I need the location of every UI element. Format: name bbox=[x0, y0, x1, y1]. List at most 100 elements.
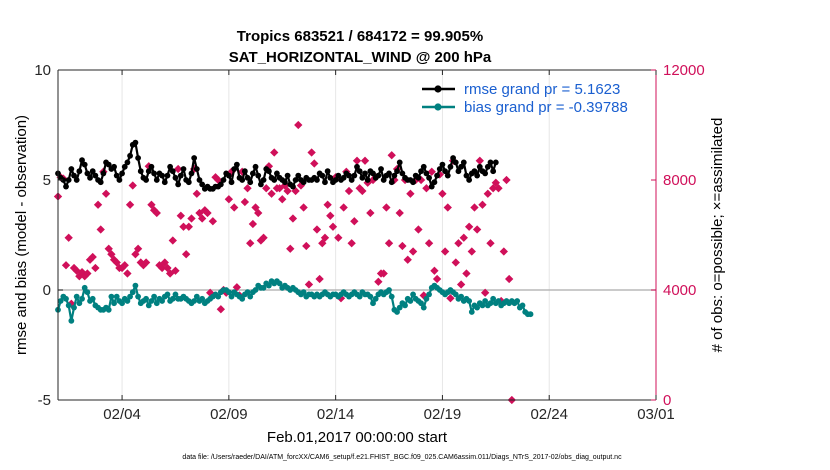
rmse-point bbox=[119, 170, 125, 177]
bias-point bbox=[239, 295, 246, 302]
rmse-point bbox=[255, 172, 262, 179]
obs-count-marker bbox=[462, 269, 471, 278]
obs-count-marker bbox=[286, 244, 295, 253]
obs-count-marker bbox=[216, 305, 226, 314]
rmse-point bbox=[63, 183, 69, 190]
obs-count-marker bbox=[248, 219, 258, 229]
rmse-point bbox=[132, 139, 139, 146]
rmse-point bbox=[332, 177, 339, 183]
obs-count-marker bbox=[494, 184, 503, 193]
rmse-point bbox=[354, 163, 360, 170]
rmse-point bbox=[490, 168, 497, 175]
bias-point bbox=[143, 295, 149, 302]
rmse-point bbox=[231, 166, 238, 172]
obs-count-marker bbox=[168, 236, 177, 245]
rmse-point bbox=[399, 170, 406, 177]
bias-point bbox=[71, 304, 77, 311]
bias-point bbox=[153, 300, 160, 307]
bias-point bbox=[113, 293, 120, 300]
bias-point bbox=[495, 298, 502, 304]
rmse-point bbox=[266, 168, 272, 175]
bias-point bbox=[420, 304, 427, 311]
obs-count-marker bbox=[398, 241, 407, 251]
obs-count-marker bbox=[358, 186, 367, 196]
bias-point bbox=[367, 293, 374, 300]
bias-point bbox=[514, 298, 521, 304]
rmse-point bbox=[252, 163, 259, 170]
bias-point bbox=[105, 306, 112, 313]
obs-count-marker bbox=[230, 203, 239, 212]
obs-count-marker bbox=[382, 203, 391, 212]
bias-point bbox=[370, 300, 376, 307]
bias-point bbox=[172, 291, 179, 298]
rmse-point bbox=[447, 163, 454, 170]
bias-point bbox=[132, 282, 139, 289]
rmse-point bbox=[484, 163, 491, 170]
x-tick-label: 02/24 bbox=[530, 406, 568, 423]
rmse-point bbox=[220, 177, 227, 183]
obs-count-marker bbox=[299, 203, 308, 212]
bias-point bbox=[199, 295, 206, 302]
rmse-point bbox=[87, 174, 93, 181]
obs-count-marker bbox=[304, 280, 314, 289]
obs-count-marker bbox=[243, 184, 252, 193]
rmse-point bbox=[65, 177, 72, 183]
y-tick-label-right: 8000 bbox=[663, 172, 696, 189]
obs-count-marker bbox=[456, 280, 466, 289]
bias-point bbox=[148, 298, 155, 304]
obs-count-marker bbox=[91, 263, 100, 273]
obs-count-marker bbox=[184, 222, 193, 231]
bias-point bbox=[63, 295, 69, 302]
obs-count-marker bbox=[427, 167, 436, 176]
obs-count-marker bbox=[254, 208, 263, 218]
rmse-point bbox=[292, 177, 299, 183]
bias-point bbox=[418, 300, 424, 307]
rmse-point bbox=[415, 174, 422, 181]
obs-count-marker bbox=[64, 233, 73, 242]
obs-count-marker bbox=[270, 148, 279, 157]
rmse-point bbox=[319, 172, 326, 179]
obs-count-marker bbox=[224, 195, 234, 204]
obs-count-marker bbox=[232, 283, 242, 292]
obs-count-marker bbox=[478, 200, 487, 209]
obs-count-marker bbox=[128, 181, 137, 190]
rmse-point bbox=[84, 170, 91, 177]
rmse-point bbox=[442, 168, 448, 175]
obs-count-marker bbox=[112, 258, 121, 267]
bias-point bbox=[81, 284, 88, 291]
obs-count-marker bbox=[451, 258, 460, 267]
obs-count-marker bbox=[384, 239, 394, 248]
obs-count-marker bbox=[470, 203, 479, 212]
rmse-point bbox=[314, 177, 320, 183]
rmse-point bbox=[431, 179, 438, 186]
bias-point bbox=[276, 280, 283, 287]
rmse-point bbox=[135, 155, 141, 161]
obs-count-marker bbox=[251, 203, 260, 212]
bias-point bbox=[452, 291, 459, 298]
rmse-point bbox=[351, 172, 358, 179]
y-tick-label-right: 0 bbox=[663, 392, 671, 409]
obs-count-marker bbox=[147, 200, 156, 209]
legend-bias-marker bbox=[434, 103, 442, 111]
rmse-point bbox=[370, 170, 376, 177]
bias-point bbox=[129, 289, 136, 296]
rmse-point bbox=[346, 172, 352, 179]
rmse-point bbox=[386, 170, 392, 177]
obs-count-marker bbox=[395, 208, 404, 218]
obs-count-marker bbox=[406, 189, 415, 198]
rmse-point bbox=[418, 168, 424, 175]
rmse-point bbox=[164, 172, 171, 179]
obs-count-marker bbox=[323, 200, 332, 209]
rmse-point bbox=[271, 177, 278, 183]
rmse-point bbox=[378, 166, 384, 172]
obs-count-marker bbox=[502, 175, 511, 185]
obs-count-marker bbox=[467, 247, 476, 256]
legend-rmse-label: rmse grand pr = 5.1623 bbox=[464, 81, 620, 98]
bias-series bbox=[55, 278, 534, 324]
obs-count-marker bbox=[360, 156, 370, 165]
obs-count-marker bbox=[414, 225, 423, 234]
rmse-point bbox=[199, 181, 206, 188]
obs-count-marker bbox=[152, 208, 161, 218]
bias-point bbox=[487, 300, 494, 307]
rmse-point bbox=[388, 179, 395, 186]
